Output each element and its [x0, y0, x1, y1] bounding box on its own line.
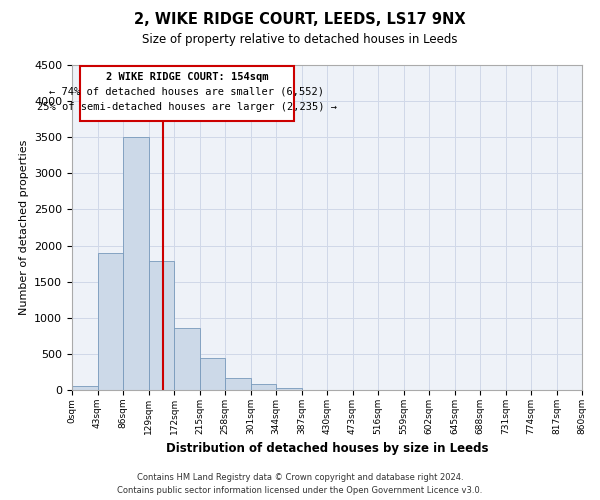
Bar	[72, 386, 97, 390]
Text: 2 WIKE RIDGE COURT: 154sqm: 2 WIKE RIDGE COURT: 154sqm	[106, 72, 268, 82]
Text: Size of property relative to detached houses in Leeds: Size of property relative to detached ho…	[142, 32, 458, 46]
Bar	[251, 384, 276, 390]
FancyBboxPatch shape	[80, 66, 294, 122]
Text: ← 74% of detached houses are smaller (6,552): ← 74% of detached houses are smaller (6,…	[49, 86, 324, 97]
Bar	[199, 358, 225, 390]
Text: Contains HM Land Registry data © Crown copyright and database right 2024.: Contains HM Land Registry data © Crown c…	[137, 474, 463, 482]
Bar	[123, 137, 149, 390]
Bar	[149, 262, 174, 390]
Bar	[225, 378, 251, 390]
Text: 25% of semi-detached houses are larger (2,235) →: 25% of semi-detached houses are larger (…	[37, 102, 337, 112]
Bar	[97, 253, 123, 390]
X-axis label: Distribution of detached houses by size in Leeds: Distribution of detached houses by size …	[166, 442, 488, 456]
Y-axis label: Number of detached properties: Number of detached properties	[19, 140, 29, 315]
Text: Contains public sector information licensed under the Open Government Licence v3: Contains public sector information licen…	[118, 486, 482, 495]
Bar	[174, 328, 199, 390]
Text: 2, WIKE RIDGE COURT, LEEDS, LS17 9NX: 2, WIKE RIDGE COURT, LEEDS, LS17 9NX	[134, 12, 466, 28]
Bar	[276, 388, 302, 390]
